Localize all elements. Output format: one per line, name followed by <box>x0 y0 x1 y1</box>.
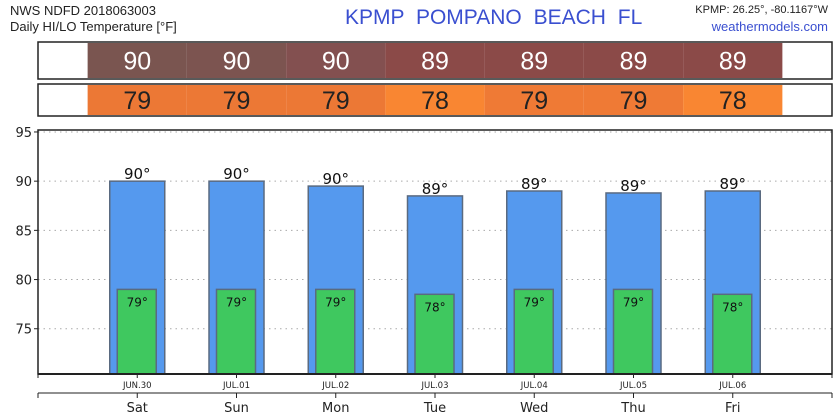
high-strip-value: 89 <box>520 48 548 76</box>
strip-cell <box>385 85 485 115</box>
low-label: 79° <box>226 295 247 309</box>
strip-cell <box>583 43 684 78</box>
strip-cell <box>683 85 783 115</box>
low-bar <box>513 288 554 375</box>
day-label: Fri <box>725 401 741 416</box>
date-label: JUL.02 <box>321 381 349 391</box>
low-strip-value: 78 <box>421 87 449 115</box>
strip-cell <box>286 85 386 115</box>
low-bar <box>612 288 654 375</box>
high-strip-value: 90 <box>223 48 251 76</box>
low-bar <box>215 288 257 375</box>
high-strip-value: 89 <box>620 48 648 76</box>
low-label: 79° <box>127 295 148 309</box>
high-label: 89° <box>719 175 746 193</box>
low-label: 78° <box>722 300 743 314</box>
low-strip-value: 79 <box>322 87 350 115</box>
date-label: JUL.03 <box>421 381 449 391</box>
low-strip-value: 79 <box>620 87 648 115</box>
site-link[interactable]: weathermodels.com <box>711 19 828 34</box>
low-label: 79° <box>524 295 545 309</box>
day-label: Wed <box>520 401 548 416</box>
strip-cell <box>186 85 287 115</box>
high-label: 90° <box>124 165 151 183</box>
model-run-label: NWS NDFD 2018063003 <box>10 3 156 18</box>
low-bar <box>712 293 753 375</box>
strip-cell <box>484 43 584 78</box>
y-tick-label: 95 <box>15 126 32 141</box>
day-label: Thu <box>620 401 645 416</box>
y-tick-label: 75 <box>15 323 32 338</box>
low-strip-value: 78 <box>719 87 747 115</box>
low-strip-value: 79 <box>223 87 251 115</box>
strip-cell <box>683 43 783 78</box>
day-label: Mon <box>322 401 349 416</box>
low-label: 78° <box>424 300 445 314</box>
date-label: JUL.06 <box>718 381 746 391</box>
high-label: 89° <box>521 175 548 193</box>
day-label: Sat <box>127 401 148 416</box>
y-tick-label: 80 <box>15 274 32 289</box>
strip-cell <box>186 43 287 78</box>
high-strip-value: 90 <box>123 48 151 76</box>
y-tick-label: 85 <box>15 224 32 239</box>
date-label: JUL.05 <box>619 381 647 391</box>
low-strip-value: 79 <box>123 87 151 115</box>
low-bar <box>116 288 157 375</box>
high-label: 90° <box>223 165 250 183</box>
strip-cell <box>87 43 187 78</box>
strip-cell <box>87 85 187 115</box>
high-label: 89° <box>620 177 647 195</box>
coordinates: KPMP: 26.25°, -80.1167°W <box>695 4 828 16</box>
high-label: 89° <box>422 180 449 198</box>
strip-cell <box>286 43 386 78</box>
low-strip-value: 79 <box>520 87 548 115</box>
low-bar <box>414 293 455 375</box>
day-label: Sun <box>224 401 249 416</box>
strip-cell <box>583 85 684 115</box>
day-label: Tue <box>423 401 446 416</box>
strip-cell <box>385 43 485 78</box>
date-label: JUL.01 <box>222 381 250 391</box>
variable-label: Daily HI/LO Temperature [°F] <box>10 19 177 34</box>
low-bar <box>315 288 356 375</box>
high-strip-value: 90 <box>322 48 350 76</box>
station-title: KPMP POMPANO BEACH FL <box>345 6 643 29</box>
high-strip-value: 89 <box>421 48 449 76</box>
y-tick-label: 90 <box>15 175 32 190</box>
low-label: 79° <box>325 295 346 309</box>
low-label: 79° <box>623 295 644 309</box>
high-label: 90° <box>322 170 349 188</box>
high-strip-value: 89 <box>719 48 747 76</box>
date-label: JUN.30 <box>122 381 152 391</box>
strip-cell <box>484 85 584 115</box>
date-label: JUL.04 <box>520 381 548 391</box>
